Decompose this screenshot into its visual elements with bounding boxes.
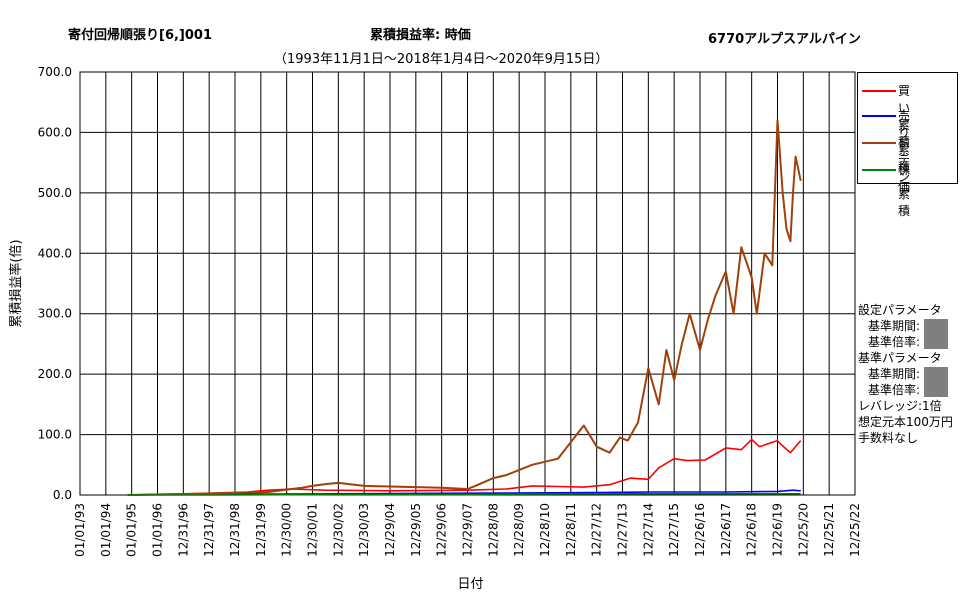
chart-title: 累積損益率: 時価 [370,28,471,43]
x-tick-label: 12/26/16 [693,503,707,557]
x-tick-label: 12/28/10 [538,503,552,557]
x-tick-label: 12/31/98 [228,503,242,557]
setting-redacted-box [924,319,948,349]
x-tick-label: 12/26/19 [771,503,785,557]
x-tick-label: 12/31/99 [254,503,268,557]
x-tick-label: 12/25/21 [822,503,836,557]
y-tick-label: 500.0 [38,186,72,200]
x-axis-label: 日付 [458,577,484,592]
x-tick-label: 01/01/94 [99,503,113,557]
legend-label-doten: ドテン累積 [898,136,911,218]
legend-label-price: 株価 [898,163,911,194]
legend-swatch-price [862,169,896,171]
x-tick-label: 12/26/17 [719,503,733,557]
y-tick-label: 700.0 [38,65,72,79]
leverage-label: レバレッジ:1倍 [858,399,942,413]
date-range-subtitle: （1993年11月1日～2018年1月4日～2020年9月15日） [274,52,609,67]
y-tick-label: 0.0 [53,488,72,502]
setting-rate-label: 基準倍率: [868,335,921,349]
x-tick-label: 12/29/05 [409,503,423,557]
legend-label-sell: 売り累積 [898,109,911,174]
x-tick-label: 12/27/13 [616,503,630,557]
x-tick-label: 12/25/22 [848,503,862,557]
legend-swatch-buy [862,90,896,92]
fee-label: 手数料なし [858,431,919,445]
base-params-label: 基準パラメータ [858,351,942,365]
x-tick-label: 12/30/00 [280,503,294,557]
stock-name: 6770アルプスアルパイン [708,32,861,47]
x-tick-label: 12/28/09 [512,503,526,557]
series-line-3 [127,492,801,496]
legend-swatch-doten [862,142,896,144]
x-tick-label: 12/30/02 [331,503,345,557]
x-tick-label: 12/31/96 [176,503,190,557]
y-tick-label: 600.0 [38,125,72,139]
x-tick-label: 01/01/95 [125,503,139,557]
x-tick-label: 12/29/04 [383,503,397,557]
legend: 買い累積 売り累積 ドテン累積 株価 [857,72,958,218]
x-tick-label: 12/29/06 [435,503,449,557]
y-tick-label: 100.0 [38,428,72,442]
x-tick-label: 12/30/03 [357,503,371,557]
base-rate-label: 基準倍率: [868,383,921,397]
settings-panel: 設定パラメータ 基準期間: 基準倍率: 基準パラメータ 基準期間: 基準倍率: … [858,302,953,446]
x-tick-label: 01/01/93 [73,503,87,557]
x-tick-label: 01/01/96 [151,503,165,557]
setting-period-label: 基準期間: [868,319,921,333]
setting-params-label: 設定パラメータ [858,303,942,317]
base-period-label: 基準期間: [868,367,921,381]
base-redacted-box [924,367,948,397]
legend-label-buy: 買い累積 [898,84,911,149]
x-tick-label: 12/25/20 [796,503,810,557]
x-tick-label: 12/28/08 [486,503,500,557]
y-axis-label: 累積損益率(倍) [8,239,24,327]
x-tick-label: 12/28/11 [564,503,578,557]
x-tick-label: 12/27/15 [667,503,681,557]
capital-label: 想定元本100万円 [858,415,953,429]
x-tick-label: 12/27/14 [641,503,655,557]
strategy-title: 寄付回帰順張り[6,]001 [68,28,213,43]
y-tick-label: 300.0 [38,307,72,321]
series-line-2 [127,119,802,496]
x-tick-label: 12/26/18 [745,503,759,557]
x-tick-label: 12/30/01 [306,503,320,557]
x-tick-label: 12/27/12 [590,503,604,557]
legend-swatch-sell [862,115,896,117]
y-tick-label: 400.0 [38,246,72,260]
y-tick-label: 200.0 [38,367,72,381]
x-tick-label: 12/29/07 [461,503,475,557]
x-tick-label: 12/31/97 [202,503,216,557]
